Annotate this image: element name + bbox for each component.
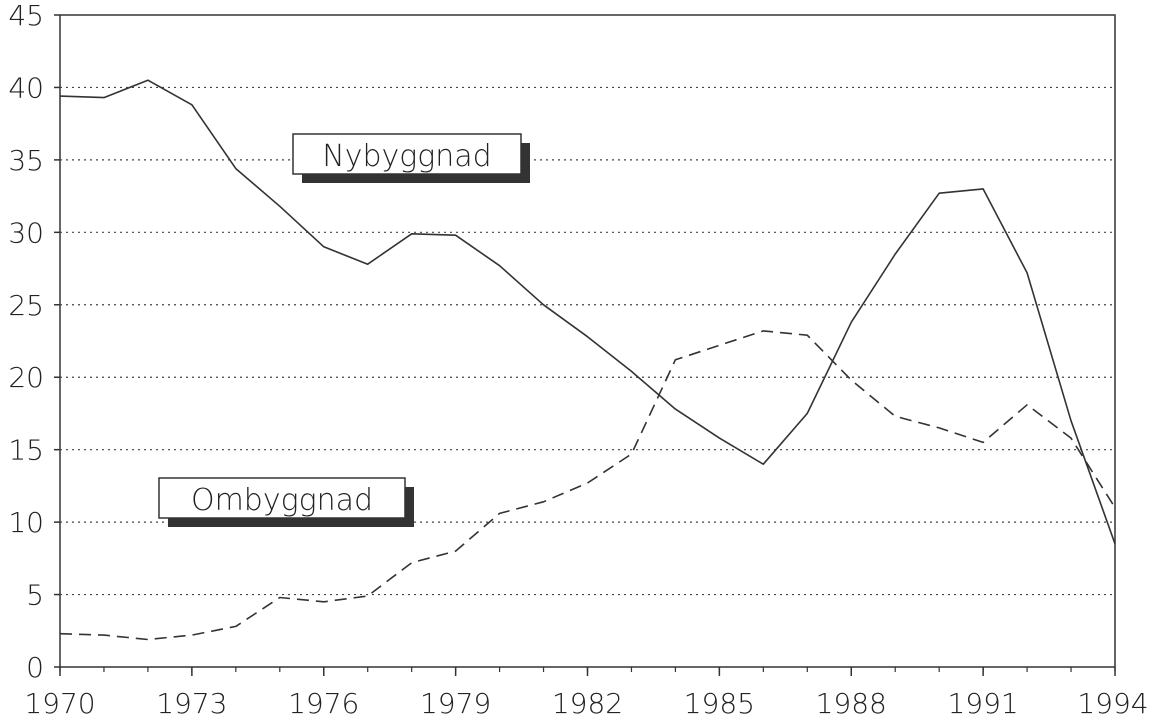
y-axis-ticks: 0 5 10 15 20 25 30 35 40 45 — [8, 0, 60, 684]
y-tick-label-20: 20 — [8, 361, 44, 394]
legend-nybyggnad-label: Nybyggnad — [322, 139, 491, 174]
legend-nybyggnad: Nybyggnad — [292, 133, 530, 183]
x-tick-label-1973: 1973 — [156, 687, 227, 720]
y-tick-label-45: 45 — [8, 0, 44, 32]
x-tick-label-1994: 1994 — [1077, 687, 1148, 720]
legend-nybyggnad-box — [292, 133, 522, 175]
x-tick-label-1991: 1991 — [947, 687, 1018, 720]
series-nybyggnad-line — [59, 79, 1116, 545]
x-tick-label-1982: 1982 — [552, 687, 623, 720]
x-tick-label-1976: 1976 — [288, 687, 359, 720]
y-tick-label-5: 5 — [26, 579, 44, 612]
y-tick-label-25: 25 — [8, 289, 44, 322]
legend-ombyggnad-label: Ombyggnad — [191, 483, 373, 518]
y-tick-label-35: 35 — [8, 144, 44, 177]
x-tick-label-1985: 1985 — [684, 687, 755, 720]
y-tick-label-40: 40 — [8, 71, 44, 104]
series-ombyggnad-line — [59, 330, 1116, 641]
y-tick-label-10: 10 — [8, 506, 44, 539]
y-tick-label-30: 30 — [8, 216, 44, 249]
x-tick-label-1979: 1979 — [420, 687, 491, 720]
y-tick-label-15: 15 — [8, 434, 44, 467]
plot-frame — [59, 14, 1116, 668]
x-axis-ticks: 1970 1973 1976 1979 1982 1985 1988 1991 1994 — [24, 667, 1149, 720]
y-tick-label-0: 0 — [26, 651, 44, 684]
legend-ombyggnad-box — [158, 477, 406, 519]
x-tick-label-1970: 1970 — [24, 687, 95, 720]
x-tick-label-1988: 1988 — [816, 687, 887, 720]
legend-ombyggnad: Ombyggnad — [158, 477, 414, 527]
series-lines — [59, 79, 1116, 641]
